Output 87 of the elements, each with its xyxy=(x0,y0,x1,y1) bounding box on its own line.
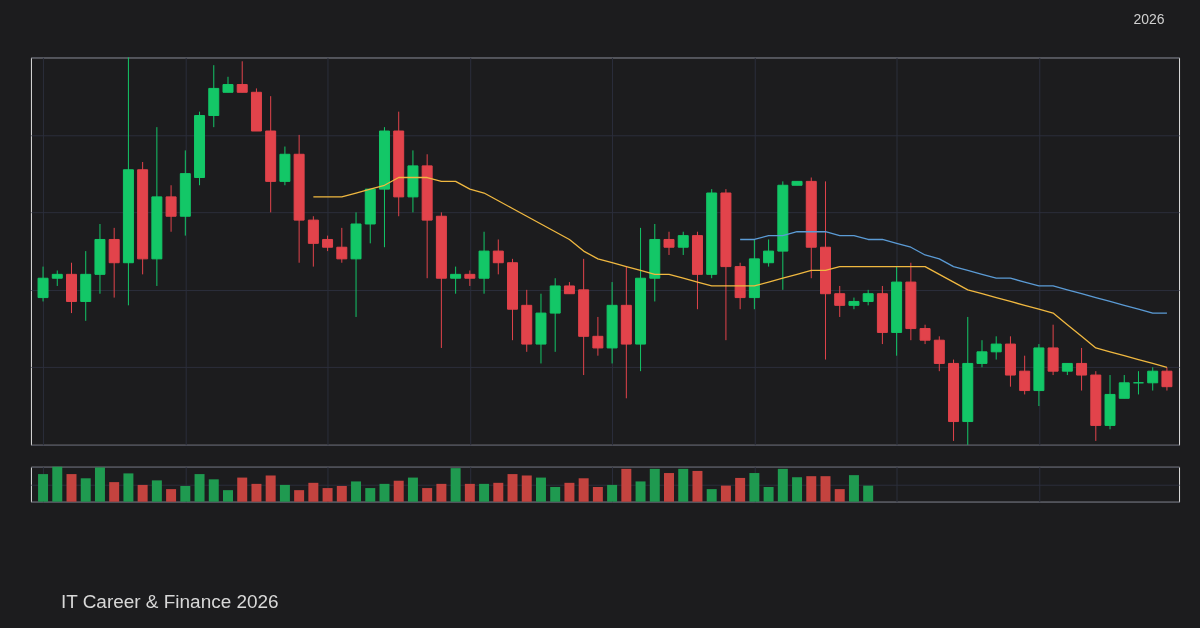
bar xyxy=(194,474,205,502)
bar xyxy=(678,468,689,502)
candlestick xyxy=(1076,347,1088,392)
bar xyxy=(294,490,305,502)
bar xyxy=(521,475,532,502)
bar xyxy=(80,478,91,502)
candlestick xyxy=(848,297,860,310)
bar xyxy=(507,474,518,502)
bar xyxy=(450,468,461,502)
bar xyxy=(351,481,362,502)
bar xyxy=(223,490,233,502)
candlestick xyxy=(1147,366,1159,392)
candlestick xyxy=(1019,355,1031,395)
bar xyxy=(806,476,817,502)
bar xyxy=(279,484,290,502)
bar xyxy=(621,468,632,502)
bar xyxy=(792,477,803,502)
bar xyxy=(436,483,447,502)
bar xyxy=(52,466,63,502)
candlestick xyxy=(1132,370,1144,395)
candlestick xyxy=(450,266,462,295)
bar xyxy=(848,475,859,502)
bar xyxy=(493,482,504,502)
candlestick xyxy=(933,335,945,372)
text: IT Career & Finance 2026 xyxy=(60,590,279,612)
bar xyxy=(109,482,120,502)
candlestick xyxy=(677,231,689,256)
bar xyxy=(535,477,546,502)
candlestick xyxy=(37,266,49,302)
bar xyxy=(94,467,105,502)
bar xyxy=(336,485,347,502)
text: 2026 xyxy=(1133,11,1165,28)
bar xyxy=(706,489,717,502)
bar xyxy=(635,481,646,502)
candlestick xyxy=(1161,366,1173,392)
candlestick xyxy=(165,184,177,233)
bar xyxy=(237,477,248,502)
bar xyxy=(208,479,219,502)
bar xyxy=(66,474,77,502)
bar xyxy=(166,489,177,502)
candlestick xyxy=(834,285,846,318)
bar xyxy=(38,474,49,502)
bar xyxy=(123,473,134,502)
candlestick xyxy=(990,335,1002,361)
bar xyxy=(393,480,404,502)
candlestick xyxy=(663,231,675,256)
bar xyxy=(265,475,276,502)
candlestick xyxy=(763,238,775,268)
bar xyxy=(607,484,618,502)
bar xyxy=(564,482,575,502)
candlestick xyxy=(592,316,604,357)
candlestick xyxy=(222,76,234,93)
bar xyxy=(407,477,418,502)
candlestick xyxy=(336,227,348,264)
candlestick xyxy=(976,339,988,368)
bar xyxy=(464,483,475,502)
bar xyxy=(592,487,603,502)
candlestick xyxy=(1118,374,1130,399)
bar xyxy=(834,489,845,502)
bar xyxy=(365,488,376,502)
candlestick xyxy=(236,60,248,93)
bar xyxy=(308,482,319,502)
bar xyxy=(479,483,490,502)
bar xyxy=(649,468,660,502)
bar xyxy=(664,473,674,502)
candlestick xyxy=(307,215,319,268)
candlestick xyxy=(492,238,504,275)
bar xyxy=(137,484,148,502)
bar xyxy=(422,488,433,502)
candlestick xyxy=(1047,324,1059,376)
candlestick xyxy=(108,227,120,299)
bar xyxy=(180,485,191,502)
bar xyxy=(720,485,731,502)
bar xyxy=(749,473,760,502)
bar xyxy=(379,483,390,502)
bar xyxy=(820,476,831,502)
bar xyxy=(322,488,333,502)
bar xyxy=(763,487,774,502)
bar xyxy=(251,483,262,502)
candlestick xyxy=(919,324,931,345)
bar xyxy=(735,477,746,502)
bar xyxy=(550,487,561,502)
bar xyxy=(578,478,589,502)
bar xyxy=(692,470,703,502)
bar xyxy=(777,468,788,502)
bar xyxy=(863,485,874,502)
bar xyxy=(151,480,162,502)
